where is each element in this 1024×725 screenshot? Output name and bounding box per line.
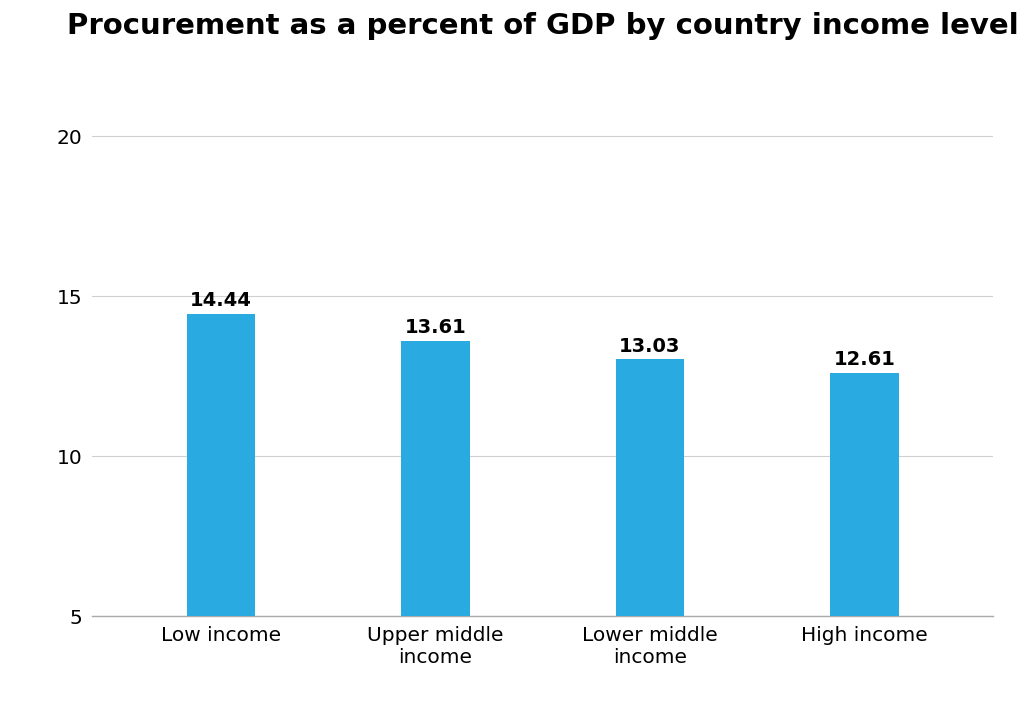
Bar bbox=[186, 315, 255, 616]
Bar bbox=[401, 341, 470, 616]
Bar bbox=[830, 373, 899, 616]
Text: 13.03: 13.03 bbox=[620, 336, 681, 355]
Text: 13.61: 13.61 bbox=[404, 318, 466, 337]
Bar bbox=[615, 360, 684, 616]
Title: Procurement as a percent of GDP by country income level: Procurement as a percent of GDP by count… bbox=[67, 12, 1019, 40]
Text: 14.44: 14.44 bbox=[190, 291, 252, 310]
Text: 12.61: 12.61 bbox=[834, 350, 895, 369]
